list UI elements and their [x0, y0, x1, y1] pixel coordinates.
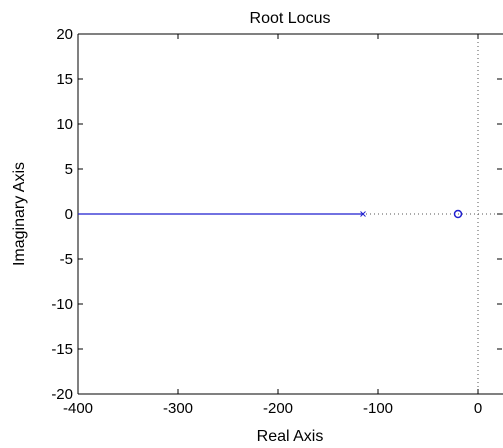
pole-stroke [360, 211, 366, 217]
y-axis-label: Imaginary Axis [11, 162, 28, 266]
x-tick-label: -400 [63, 400, 93, 417]
x-axis-label: Real Axis [257, 428, 324, 445]
pole-zero-markers [360, 209, 463, 219]
x-tick-label: -300 [163, 400, 193, 417]
y-tick-label: -20 [51, 386, 73, 403]
y-tick-label: 0 [65, 206, 73, 223]
zero-marker [453, 209, 463, 219]
y-tick-label: 5 [65, 161, 73, 178]
y-tick-label: -5 [60, 251, 73, 268]
y-tick-label: -10 [51, 296, 73, 313]
axis-ticks: -400 -300 -200 -100 0 -20 -15 -10 -5 0 5 10 15 20 [51, 26, 502, 417]
y-tick-label: 15 [56, 71, 73, 88]
x-tick-label: -200 [263, 400, 293, 417]
x-tick-label: 0 [474, 400, 482, 417]
x-tick-label: -100 [363, 400, 393, 417]
pole-marker [360, 211, 366, 217]
y-tick-label: 20 [56, 26, 73, 43]
y-tick-label: -15 [51, 341, 73, 358]
chart-title: Root Locus [250, 10, 331, 27]
y-tick-label: 10 [56, 116, 73, 133]
